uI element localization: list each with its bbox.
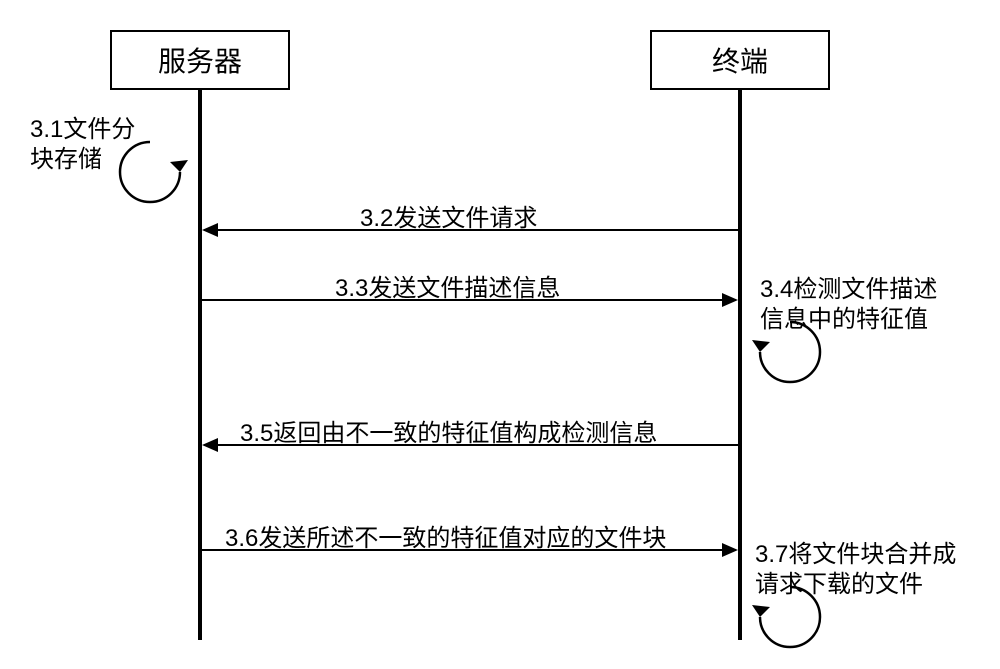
msg-33-arrow	[722, 293, 738, 307]
sequence-diagram: 服务器 终端 3.1文件分 块存储 3.2发送文件请求 3.3发送文件描述信息 …	[0, 0, 1000, 669]
msg-33-label: 3.3发送文件描述信息	[335, 268, 560, 303]
msg-35-label: 3.5返回由不一致的特征值构成检测信息	[240, 413, 657, 448]
msg-33-line	[202, 299, 736, 301]
lifeline-server	[198, 90, 202, 640]
lifeline-terminal	[738, 90, 742, 640]
msg-32-arrow	[202, 223, 218, 237]
participant-terminal: 终端	[650, 30, 830, 90]
self-msg-34-loop	[748, 310, 832, 394]
msg-32-line	[204, 229, 738, 231]
msg-36-line	[202, 549, 736, 551]
participant-server-label: 服务器	[158, 40, 242, 80]
participant-terminal-label: 终端	[712, 40, 768, 80]
msg-32-label: 3.2发送文件请求	[360, 198, 537, 233]
msg-35-arrow	[202, 438, 218, 452]
participant-server: 服务器	[110, 30, 290, 90]
msg-36-arrow	[722, 543, 738, 557]
msg-36-label: 3.6发送所述不一致的特征值对应的文件块	[225, 518, 666, 553]
msg-35-line	[204, 444, 738, 446]
self-msg-37-loop	[748, 575, 832, 659]
self-msg-31-loop	[108, 130, 192, 214]
